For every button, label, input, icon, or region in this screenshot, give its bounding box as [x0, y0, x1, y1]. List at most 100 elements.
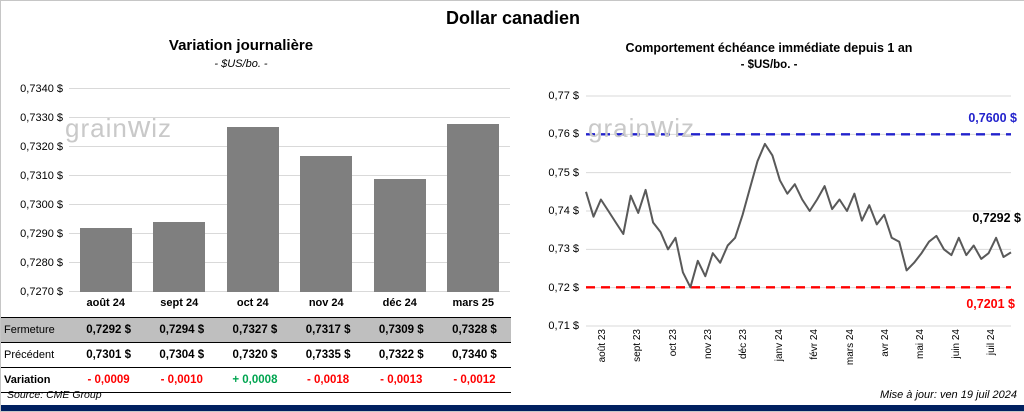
- bar-gridline: [69, 116, 510, 118]
- precedent-cell: 0,7301 $: [86, 349, 131, 361]
- fermeture-cell: 0,7328 $: [452, 324, 497, 336]
- low-reference-label: 0,7201 $: [966, 297, 1015, 311]
- one-year-trend-panel: Comportement échéance immédiate depuis 1…: [513, 31, 1024, 393]
- line-y-tick-label: 0,74 $: [548, 205, 579, 217]
- row-label-fermeture: Fermeture: [4, 324, 55, 336]
- bar-slot: [437, 89, 511, 292]
- high-reference-label: 0,7600 $: [968, 111, 1017, 125]
- bar-août 24: [79, 228, 132, 292]
- line-chart-plot-area: [585, 95, 1012, 327]
- bar-chart-plot-area: [69, 88, 510, 292]
- line-y-tick-label: 0,73 $: [548, 243, 579, 256]
- bar-y-tick-label: 0,7340 $: [20, 83, 63, 95]
- last-value-label: 0,7292 $: [972, 211, 1021, 225]
- bar-chart-subtitle: - $US/bo. -: [214, 58, 268, 70]
- line-y-tick-label: 0,77 $: [548, 90, 579, 102]
- line-y-tick-label: 0,72 $: [548, 281, 579, 294]
- bar-mars 25: [447, 123, 500, 292]
- bar-nov 24: [300, 155, 353, 292]
- row-label-precedent: Précédent: [4, 349, 55, 361]
- bar-y-axis-labels: 0,7340 $ 0,7330 $ 0,7320 $ 0,7310 $ 0,7300 $…: [1, 83, 63, 298]
- bar-gridline: [69, 262, 510, 263]
- line-x-tick-label: juil 24: [986, 329, 998, 356]
- bar-sept 24: [153, 222, 206, 292]
- precedent-cell: 0,7340 $: [452, 349, 497, 361]
- source-note: Source: CME Group: [7, 389, 102, 401]
- line-y-axis-labels: 0,77 $ 0,76 $ 0,75 $ 0,74 $ 0,73 $ 0,72 $ 0,71…: [519, 90, 579, 332]
- updated-note: Mise à jour: ven 19 juil 2024: [880, 389, 1017, 401]
- line-chart-subtitle: - $US/bo. -: [740, 59, 798, 71]
- table-row-fermeture: Fermeture 0,7292 $ 0,7294 $ 0,7327 $ 0,7317 …: [1, 318, 511, 343]
- bar-x-tick-label: nov 24: [308, 297, 344, 309]
- bar-déc 24: [373, 178, 426, 292]
- line-x-tick-label: sept 23: [632, 329, 644, 362]
- bar-slot: [216, 89, 290, 292]
- values-table: Fermeture 0,7292 $ 0,7294 $ 0,7327 $ 0,7317 …: [1, 317, 511, 393]
- bottom-accent-bar: [1, 405, 1024, 411]
- bar-y-tick-label: 0,7310 $: [20, 170, 63, 182]
- variation-cell: - 0,0009: [87, 374, 130, 386]
- bar-y-tick-label: 0,7290 $: [20, 228, 63, 240]
- variation-cell: + 0,0008: [232, 374, 278, 386]
- line-chart-title: Comportement échéance immédiate depuis 1…: [625, 41, 913, 55]
- row-label-variation: Variation: [4, 374, 51, 386]
- bar-gridline: [69, 233, 510, 234]
- bar-chart-title: Variation journalière: [168, 37, 314, 54]
- fermeture-cell: 0,7317 $: [305, 324, 351, 336]
- bar-gridline: [69, 145, 510, 147]
- bar-x-axis-labels: août 24 sept 24 oct 24 nov 24 déc 24 mars 25: [69, 297, 510, 309]
- line-x-tick-label: nov 23: [702, 329, 714, 360]
- variation-cell: - 0,0013: [380, 374, 423, 386]
- bar-slot: [290, 89, 364, 292]
- line-x-tick-label: mai 24: [915, 329, 927, 360]
- bar-gridline: [69, 88, 510, 89]
- price-line: [585, 142, 1012, 289]
- page-title: Dollar canadien: [445, 8, 581, 28]
- fermeture-cell: 0,7327 $: [232, 324, 278, 336]
- table-row-variation: Variation - 0,0009 - 0,0010 + 0,0008 - 0,001…: [1, 368, 511, 393]
- line-x-tick-label: déc 23: [738, 329, 750, 360]
- bar-gridline: [69, 175, 510, 176]
- line-x-tick-label: oct 23: [667, 329, 679, 357]
- line-x-tick-label: janv 24: [773, 329, 785, 362]
- fermeture-cell: 0,7309 $: [378, 324, 424, 336]
- line-x-tick-label: avr 24: [880, 329, 892, 357]
- bar-x-tick-label: sept 24: [160, 297, 199, 309]
- table-row-precedent: Précédent 0,7301 $ 0,7304 $ 0,7320 $ 0,7335 …: [1, 343, 511, 368]
- bar-x-tick-label: août 24: [86, 297, 125, 309]
- bar-gridline: [69, 291, 510, 292]
- bar-y-tick-label: 0,7300 $: [20, 199, 63, 211]
- precedent-cell: 0,7335 $: [305, 349, 351, 361]
- bar-x-tick-label: mars 25: [452, 297, 495, 309]
- line-x-tick-label: mars 24: [844, 329, 856, 366]
- line-x-tick-label: févr 24: [809, 329, 821, 360]
- bar-series: [69, 89, 510, 292]
- precedent-cell: 0,7304 $: [159, 349, 205, 361]
- variation-cell: - 0,0018: [307, 374, 350, 386]
- bar-y-tick-label: 0,7280 $: [20, 257, 63, 269]
- line-x-axis-labels: août 23 sept 23 oct 23 nov 23 déc 23 janv 24 f…: [586, 329, 1011, 377]
- bar-y-tick-label: 0,7330 $: [20, 112, 63, 124]
- bar-oct 24: [226, 126, 279, 292]
- line-y-tick-label: 0,75 $: [548, 166, 579, 179]
- daily-variation-panel: Variation journalière - $US/bo. - grainw…: [1, 31, 513, 393]
- precedent-cell: 0,7320 $: [232, 349, 278, 361]
- precedent-cell: 0,7322 $: [378, 349, 424, 361]
- variation-cell: - 0,0012: [453, 374, 496, 386]
- bar-slot: [363, 89, 437, 292]
- bar-x-tick-label: déc 24: [382, 297, 417, 309]
- line-y-tick-label: 0,71 $: [548, 320, 579, 332]
- bar-gridline: [69, 203, 510, 205]
- line-chart-svg: [585, 95, 1012, 327]
- bar-slot: [69, 89, 143, 292]
- line-y-tick-label: 0,76 $: [548, 128, 579, 141]
- fermeture-cell: 0,7292 $: [86, 324, 131, 336]
- bar-slot: [143, 89, 217, 292]
- line-x-tick-label: juin 24: [950, 329, 962, 359]
- fermeture-cell: 0,7294 $: [159, 324, 205, 336]
- variation-cell: - 0,0010: [160, 374, 203, 386]
- bar-y-tick-label: 0,7320 $: [20, 141, 63, 153]
- bar-x-tick-label: oct 24: [236, 297, 269, 309]
- line-x-tick-label: août 23: [596, 329, 608, 363]
